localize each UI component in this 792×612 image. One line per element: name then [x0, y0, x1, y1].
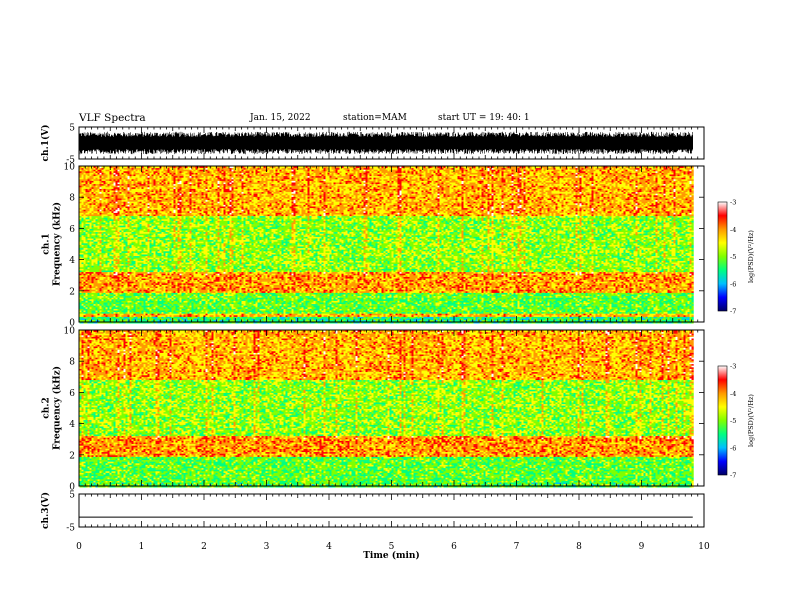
ch2-spectrogram-colorbar	[718, 366, 727, 475]
y-tick-label: 10	[64, 163, 76, 173]
y-tick-label: 6	[69, 389, 75, 399]
x-tick-label: 7	[514, 542, 520, 552]
colorbar-tick-label: -5	[730, 417, 736, 425]
y-axis-label: ch.3(V)	[40, 492, 51, 529]
ch1-spectrogram-colorbar	[718, 202, 727, 311]
ch1-spectrogram-heatmap-cells	[80, 167, 694, 324]
x-tick-label: 8	[576, 542, 582, 552]
y-axis-label: ch.2Frequency (kHz)	[42, 366, 63, 450]
ch2-spectrogram-heatmap-cells	[80, 331, 694, 488]
x-tick-label: 4	[326, 542, 332, 552]
y-tick-label: 10	[64, 327, 76, 337]
ch1-waveform-trace	[80, 132, 693, 154]
y-tick-label: 2	[69, 287, 75, 297]
colorbar-tick-label: -6	[730, 444, 736, 452]
x-tick-label: 1	[139, 542, 145, 552]
colorbar-tick-label: -7	[730, 472, 736, 480]
y-axis-label: ch.1(V)	[40, 125, 51, 162]
x-tick-label: 9	[639, 542, 645, 552]
y-tick-label: 2	[69, 451, 75, 461]
colorbar-tick-label: -5	[730, 253, 736, 261]
colorbar-tick-label: -7	[730, 308, 736, 316]
y-tick-label: 6	[69, 225, 75, 235]
y-tick-label: 4	[69, 420, 75, 430]
x-tick-label: 0	[76, 542, 82, 552]
y-tick-label: 8	[69, 194, 75, 204]
colorbar-tick-label: -4	[730, 226, 736, 234]
colorbar-label: log(PSD)(V²/Hz)	[747, 230, 755, 283]
x-tick-label: 6	[451, 542, 457, 552]
x-tick-label: 10	[698, 542, 710, 552]
colorbar-tick-label: -6	[730, 280, 736, 288]
y-tick-label: -5	[66, 524, 75, 534]
y-axis-label: ch.1Frequency (kHz)	[42, 202, 63, 286]
colorbar-tick-label: -4	[730, 390, 736, 398]
ch1-waveform-panel: 5-5ch.1(V)	[40, 124, 704, 166]
y-tick-label: 5	[69, 491, 75, 501]
ch3-waveform-panel: 5 -5 ch.3(V)	[40, 491, 704, 534]
x-tick-label: 2	[201, 542, 207, 552]
x-axis-label: Time (min)	[363, 550, 420, 561]
y-tick-label: 5	[69, 124, 75, 134]
x-tick-label: 3	[264, 542, 270, 552]
y-tick-label: 4	[69, 256, 75, 266]
colorbars: -3 -4 -5 -6 -7 log(PSD)(V²/Hz) -3 -4 -5 -6 -7 log(P…	[718, 199, 755, 480]
y-tick-label: 8	[69, 358, 75, 368]
colorbar-tick-label: -3	[730, 199, 736, 207]
colorbar-tick-label: -3	[730, 363, 736, 371]
colorbar-label: log(PSD)(V²/Hz)	[747, 394, 755, 447]
